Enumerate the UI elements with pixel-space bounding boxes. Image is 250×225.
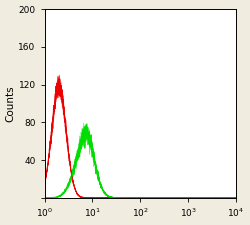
Y-axis label: Counts: Counts [6,85,16,122]
